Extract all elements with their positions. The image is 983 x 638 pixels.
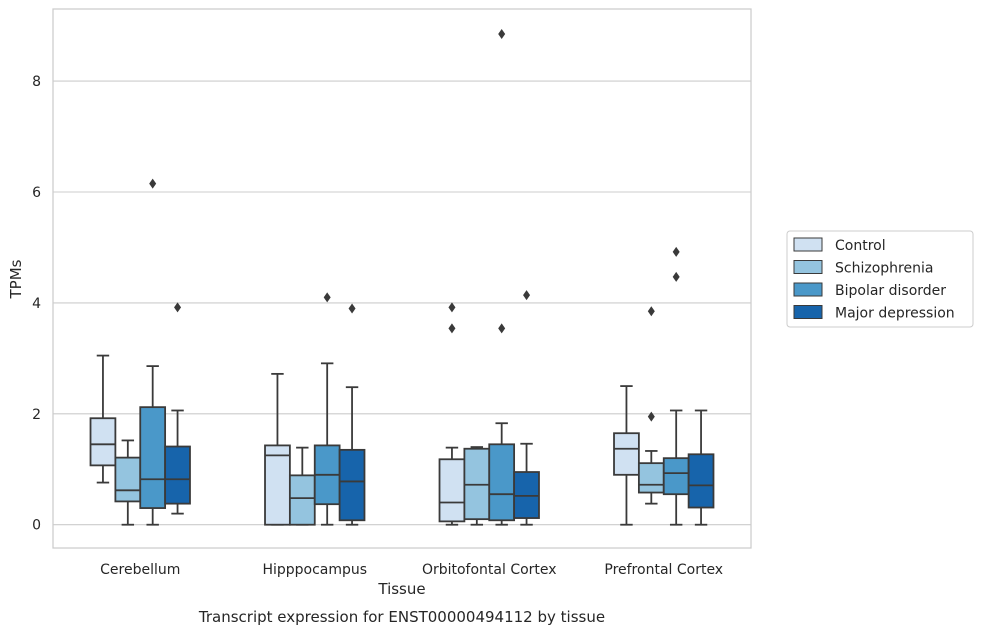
x-tick-labels: Cerebellum Hipppocampus Orbitofontal Corte… (100, 562, 723, 578)
y-tick-label: 8 (32, 74, 41, 90)
legend-frame (786, 230, 974, 328)
legend-label: Control (835, 238, 886, 254)
outlier-point (672, 271, 680, 282)
x-tick-label: Orbitofontal Cortex (422, 562, 557, 578)
outlier-point (149, 178, 157, 189)
outlier-point (523, 290, 531, 301)
y-axis-label: TPMs (7, 259, 25, 299)
box-2-0 (438, 302, 466, 526)
outlier-point (448, 302, 456, 313)
outlier-point (448, 323, 456, 334)
box-2-1 (463, 446, 491, 526)
outlier-point (498, 323, 506, 334)
boxes (89, 28, 715, 526)
gridlines (53, 80, 751, 526)
box-body (288, 474, 316, 526)
y-tick-labels: 0 2 4 6 8 (32, 74, 41, 534)
legend: Control Schizophrenia Bipolar disorder Majo… (786, 230, 974, 328)
box-body (264, 444, 291, 526)
x-tick-label: Hipppocampus (262, 562, 367, 578)
y-tick-label: 6 (32, 185, 41, 201)
legend-label: Bipolar disorder (835, 283, 946, 299)
box-body (687, 453, 715, 509)
outlier-point (647, 411, 655, 422)
outlier-point (323, 292, 331, 303)
y-tick-label: 4 (32, 296, 41, 312)
box-3-1 (637, 306, 665, 505)
box-body (89, 417, 117, 467)
legend-swatch (793, 305, 823, 319)
box-1-1 (288, 446, 316, 526)
outlier-point (498, 28, 506, 39)
box-1-0 (264, 372, 291, 526)
x-tick-label: Prefrontal Cortex (604, 562, 723, 578)
x-axis-label: Tissue (377, 580, 425, 598)
box-body (662, 457, 690, 496)
y-tick-label: 0 (32, 518, 41, 534)
chart-caption: Transcript expression for ENST0000049411… (198, 608, 605, 626)
box-body (164, 445, 191, 505)
box-1-3 (338, 303, 366, 526)
legend-label: Major depression (835, 306, 955, 322)
x-tick-label: Cerebellum (100, 562, 180, 578)
outlier-point (348, 303, 356, 314)
outlier-point (174, 302, 182, 313)
outlier-point (672, 246, 680, 257)
box-3-0 (613, 385, 640, 526)
box-body (438, 458, 466, 523)
legend-label: Schizophrenia (835, 261, 933, 277)
box-1-2 (313, 292, 341, 526)
box-2-3 (513, 290, 540, 526)
legend-swatch (793, 282, 823, 297)
box-body (613, 432, 640, 476)
outlier-point (647, 306, 655, 317)
box-body (338, 448, 366, 522)
box-body (114, 456, 142, 503)
box-3-3 (687, 409, 715, 526)
box-0-3 (164, 302, 191, 515)
box-body (139, 406, 167, 509)
y-tick-label: 2 (32, 407, 41, 423)
plot-frame (52, 8, 752, 549)
legend-swatch (793, 237, 823, 252)
box-2-2 (488, 28, 516, 526)
box-body (637, 462, 665, 494)
box-0-1 (114, 439, 142, 526)
box-3-2 (662, 246, 690, 526)
box-0-0 (89, 354, 117, 484)
legend-swatch (793, 260, 823, 274)
box-body (488, 443, 516, 522)
